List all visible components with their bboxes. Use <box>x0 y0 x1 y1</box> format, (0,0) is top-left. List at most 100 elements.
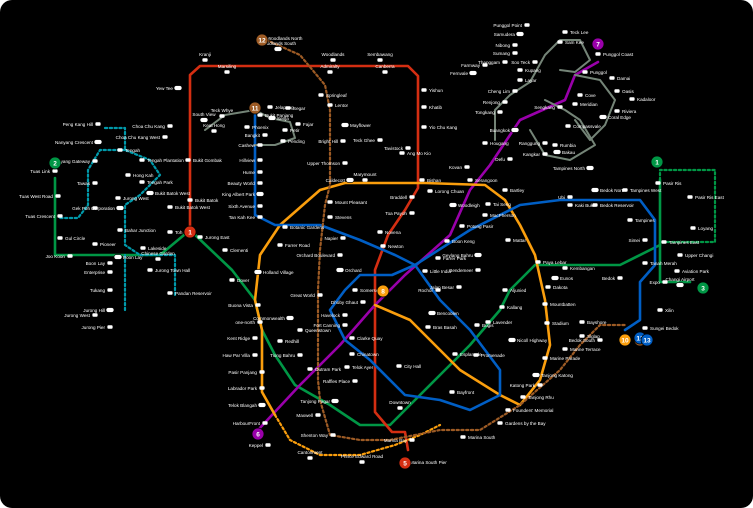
station-label-jurong-west[interactable]: Jurong West <box>123 196 149 201</box>
station-label-marymount[interactable]: Marymount <box>354 172 378 177</box>
station-label-tampines[interactable]: Tampines <box>635 218 655 223</box>
station-label-cove[interactable]: Cove <box>585 93 596 98</box>
station-label-buangkok[interactable]: Buangkok <box>490 128 511 133</box>
station-label-tanjong-pagar[interactable]: Tanjong Pagar <box>300 399 330 404</box>
station-label-tuas-crescent[interactable]: Tuas Crescent <box>25 214 55 219</box>
station-label-city-hall[interactable]: City Hall <box>404 364 421 369</box>
station-label-sam-kee[interactable]: Sam Kee <box>565 40 584 45</box>
station-label-oasis[interactable]: Oasis <box>622 89 634 94</box>
station-label-south-view[interactable]: South View <box>192 112 216 117</box>
station-label-boon-keng[interactable]: Boon Keng <box>452 239 475 244</box>
station-label-hong-kah[interactable]: Hong Kah <box>133 173 154 178</box>
station-label-tengah[interactable]: Tengah <box>125 148 141 153</box>
station-label-peng-kang-hill[interactable]: Peng Kang Hill <box>63 122 93 127</box>
station-label-bayshore[interactable]: Bayshore <box>587 320 607 325</box>
station-label-bedok-south[interactable]: Bedok South <box>569 338 596 343</box>
station-label-jurong-east[interactable]: Jurong East <box>205 235 230 240</box>
station-label-kallang[interactable]: Kallang <box>507 305 523 310</box>
station-label-stadium[interactable]: Stadium <box>552 321 569 326</box>
station-label-kembangan[interactable]: Kembangan <box>570 266 595 271</box>
station-label-tawas[interactable]: Tawas <box>77 181 91 186</box>
station-label-expo[interactable]: Expo <box>650 280 661 285</box>
station-label-dover[interactable]: Dover <box>237 278 250 283</box>
station-label-lentor[interactable]: Lentor <box>335 103 348 108</box>
station-label-holland-village[interactable]: Holland Village <box>263 270 294 275</box>
station-label-mount-pleasant[interactable]: Mount Pleasant <box>335 200 368 205</box>
station-label-bukit-batok-west[interactable]: Bukit Batok West <box>155 191 191 196</box>
station-label-haw-par-villa[interactable]: Haw Par Villa <box>223 353 251 358</box>
station-label-tanah-merah[interactable]: Tanah Merah <box>650 261 677 266</box>
station-label-telok-blangah[interactable]: Telok Blangah <box>228 403 257 408</box>
station-label-hume[interactable]: Hume <box>243 170 256 175</box>
station-label-farrer-park[interactable]: Farrer Park <box>443 256 467 261</box>
station-label-bedok-north[interactable]: Bedok North <box>600 188 626 193</box>
station-label-farmway[interactable]: Farmway <box>461 63 481 68</box>
station-label-woodlands-north[interactable]: Woodlands North <box>267 36 303 41</box>
station-label-mattar[interactable]: Mattar <box>513 238 526 243</box>
station-label-jurong-town-hall[interactable]: Jurong Town Hall <box>155 268 190 273</box>
station-label-bangkit[interactable]: Bangkit <box>245 133 261 138</box>
station-label-pasir-ris-east[interactable]: Pasir Ris East <box>695 195 725 200</box>
station-label-simei[interactable]: Simei <box>629 238 641 243</box>
station-label-cantonment[interactable]: Cantonment <box>297 450 323 455</box>
station-label-woodleigh[interactable]: Woodleigh <box>458 203 480 208</box>
station-label-kranji[interactable]: Kranji <box>199 52 211 57</box>
station-label-tampines-west[interactable]: Tampines West <box>630 188 662 193</box>
station-label-teck-lee[interactable]: Teck Lee <box>570 30 589 35</box>
station-label-founders-memorial[interactable]: Founders' Memorial <box>513 408 553 413</box>
station-label-hillview[interactable]: Hillview <box>239 158 255 163</box>
station-label-admiralty[interactable]: Admiralty <box>320 64 340 69</box>
station-label-bras-basah[interactable]: Bras Basah <box>433 325 457 330</box>
station-label-thanggam[interactable]: Thanggam <box>478 60 500 65</box>
station-label-gardens-by-the-bay[interactable]: Gardens by the Bay <box>505 421 546 426</box>
station-label-geylang-bahru[interactable]: Geylang Bahru <box>442 253 473 258</box>
station-label-pasir-ris[interactable]: Pasir Ris <box>663 181 682 186</box>
station-label-lorong-chuan[interactable]: Lorong Chuan <box>435 189 465 194</box>
station-label-loyang[interactable]: Loyang <box>698 226 714 231</box>
station-label-maxwell[interactable]: Maxwell <box>296 413 313 418</box>
station-label-bugis[interactable]: Bugis <box>482 323 494 328</box>
station-label-sumang[interactable]: Sumang <box>493 51 511 56</box>
station-label-bukit-gombak[interactable]: Bukit Gombak <box>193 158 223 163</box>
station-label-bright-hill[interactable]: Bright Hill <box>318 139 338 144</box>
station-label-bishan[interactable]: Bishan <box>427 178 441 183</box>
station-label-one-north[interactable]: one-north <box>235 320 255 325</box>
station-label-keat-hong[interactable]: Keat Hong <box>203 123 225 128</box>
station-label-nibong[interactable]: Nibong <box>495 43 510 48</box>
station-label-shenton-way[interactable]: Shenton Way <box>301 433 329 438</box>
station-label-dhoby-ghaut[interactable]: Dhoby Ghaut <box>331 300 359 305</box>
station-label-paya-lebar[interactable]: Paya Lebar <box>543 260 567 265</box>
station-label-nanyang-crescent[interactable]: Nanyang Crescent <box>55 140 94 145</box>
station-label-tampines-east[interactable]: Tampines East <box>669 240 700 245</box>
station-label-phoenix[interactable]: Phoenix <box>252 125 269 130</box>
station-label-jurong-west[interactable]: Jurong West <box>64 313 90 318</box>
station-label-redhill[interactable]: Redhill <box>285 339 299 344</box>
station-label-pending[interactable]: Pending <box>288 139 305 144</box>
station-label-marine-parade[interactable]: Marine Parade <box>550 356 581 361</box>
station-label-jalan-besar[interactable]: Jalan Besar <box>430 285 455 290</box>
station-label-choa-chu-kang-west[interactable]: Choa Chu Kang West <box>116 135 161 140</box>
station-label-marina-south-pier[interactable]: Marina South Pier <box>410 460 447 465</box>
station-label-farrer-road[interactable]: Farrer Road <box>285 243 310 248</box>
station-label-kovan[interactable]: Kovan <box>449 165 462 170</box>
station-label-boon-lay[interactable]: Boon Lay <box>86 261 106 266</box>
station-label-great-world[interactable]: Great World <box>290 293 315 298</box>
station-label-keppel[interactable]: Keppel <box>249 443 263 448</box>
station-label-harbourfront[interactable]: HarbourFront <box>233 421 261 426</box>
station-label-telok-ayer[interactable]: Telok Ayer <box>352 365 374 370</box>
station-label-downtown[interactable]: Downtown <box>389 400 411 405</box>
station-label-petir[interactable]: Petir <box>290 128 300 133</box>
station-label-ranggung[interactable]: Ranggung <box>519 141 541 146</box>
station-label-sixth-avenue[interactable]: Sixth Avenue <box>228 204 255 209</box>
station-label-tengah-park[interactable]: Tengah Park <box>147 180 173 185</box>
station-label-marina-bay[interactable]: Marina Bay <box>384 438 408 443</box>
station-label-queenstown[interactable]: Queenstown <box>305 328 331 333</box>
station-label-kangkar[interactable]: Kangkar <box>523 152 541 157</box>
station-label-senja[interactable]: Senja <box>277 116 289 121</box>
station-label-stevens[interactable]: Stevens <box>335 215 352 220</box>
station-label-renjong[interactable]: Renjong <box>483 100 501 105</box>
station-label-tongkang[interactable]: Tongkang <box>475 110 495 115</box>
station-label-clarke-quay[interactable]: Clarke Quay <box>357 336 383 341</box>
station-label-xilin[interactable]: Xilin <box>665 308 674 313</box>
station-label-tanjong-rhu[interactable]: Tanjong Rhu <box>528 395 554 400</box>
